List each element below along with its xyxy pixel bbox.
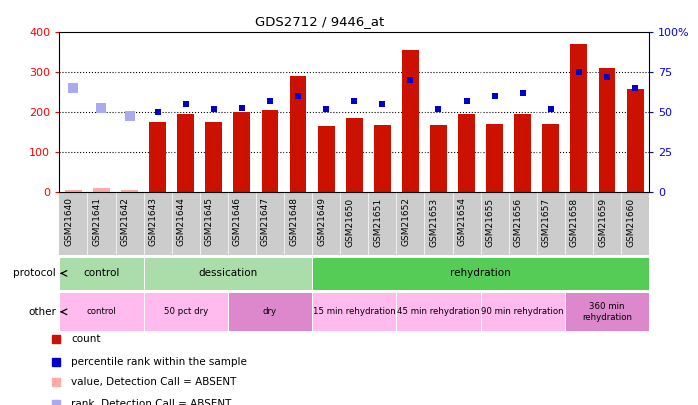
Bar [149,122,166,192]
Bar [570,45,587,192]
Bar [177,114,194,192]
Bar [374,125,391,192]
Text: 50 pct dry: 50 pct dry [163,307,208,316]
Bar [65,190,82,192]
Text: GSM21651: GSM21651 [373,197,383,247]
Text: GSM21659: GSM21659 [598,197,607,247]
Text: GSM21658: GSM21658 [570,197,579,247]
Text: GSM21642: GSM21642 [121,197,130,246]
Bar [144,257,312,290]
Text: 90 min rehydration: 90 min rehydration [482,307,564,316]
Bar [93,188,110,192]
Text: GSM21648: GSM21648 [289,197,298,246]
Bar [262,111,279,192]
Bar [312,292,396,331]
Bar [59,292,144,331]
Text: GSM21640: GSM21640 [64,197,73,246]
Bar [542,124,559,192]
Text: value, Detection Call = ABSENT: value, Detection Call = ABSENT [71,377,237,387]
Text: GSM21652: GSM21652 [401,197,410,246]
Text: dry: dry [263,307,277,316]
Text: GSM21644: GSM21644 [177,197,186,246]
Bar [312,257,649,290]
Bar [318,126,334,192]
Bar [487,124,503,192]
Bar [290,77,306,192]
Bar [144,292,228,331]
Text: GDS2712 / 9446_at: GDS2712 / 9446_at [255,15,384,28]
Bar [396,292,481,331]
Text: GSM21653: GSM21653 [429,197,438,247]
Bar [565,292,649,331]
Text: GSM21656: GSM21656 [514,197,523,247]
Text: dessication: dessication [198,268,258,278]
Text: GSM21657: GSM21657 [542,197,551,247]
Text: GSM21645: GSM21645 [205,197,214,246]
Bar [205,122,222,192]
Text: other: other [28,307,56,317]
Text: rank, Detection Call = ABSENT: rank, Detection Call = ABSENT [71,399,232,405]
Text: control: control [83,268,119,278]
Text: percentile rank within the sample: percentile rank within the sample [71,357,247,367]
Text: 15 min rehydration: 15 min rehydration [313,307,396,316]
Text: 360 min
rehydration: 360 min rehydration [582,302,632,322]
Bar [402,50,419,192]
Text: count: count [71,334,101,344]
Text: protocol: protocol [13,269,56,278]
Bar [514,114,531,192]
Bar [59,257,144,290]
Bar [458,114,475,192]
Text: GSM21647: GSM21647 [261,197,270,246]
Text: GSM21643: GSM21643 [149,197,158,246]
Text: GSM21646: GSM21646 [233,197,242,246]
Text: control: control [87,307,117,316]
Text: GSM21660: GSM21660 [626,197,635,247]
Bar [481,292,565,331]
Text: GSM21649: GSM21649 [317,197,326,246]
Text: rehydration: rehydration [450,268,511,278]
Bar [233,112,251,192]
Text: 45 min rehydration: 45 min rehydration [397,307,480,316]
Bar [346,118,363,192]
Bar [627,89,644,192]
Bar [228,292,312,331]
Bar [599,68,616,192]
Text: GSM21655: GSM21655 [486,197,495,247]
Text: GSM21650: GSM21650 [346,197,354,247]
Text: GSM21641: GSM21641 [92,197,101,246]
Text: GSM21654: GSM21654 [458,197,466,246]
Bar [430,125,447,192]
Bar [121,190,138,192]
